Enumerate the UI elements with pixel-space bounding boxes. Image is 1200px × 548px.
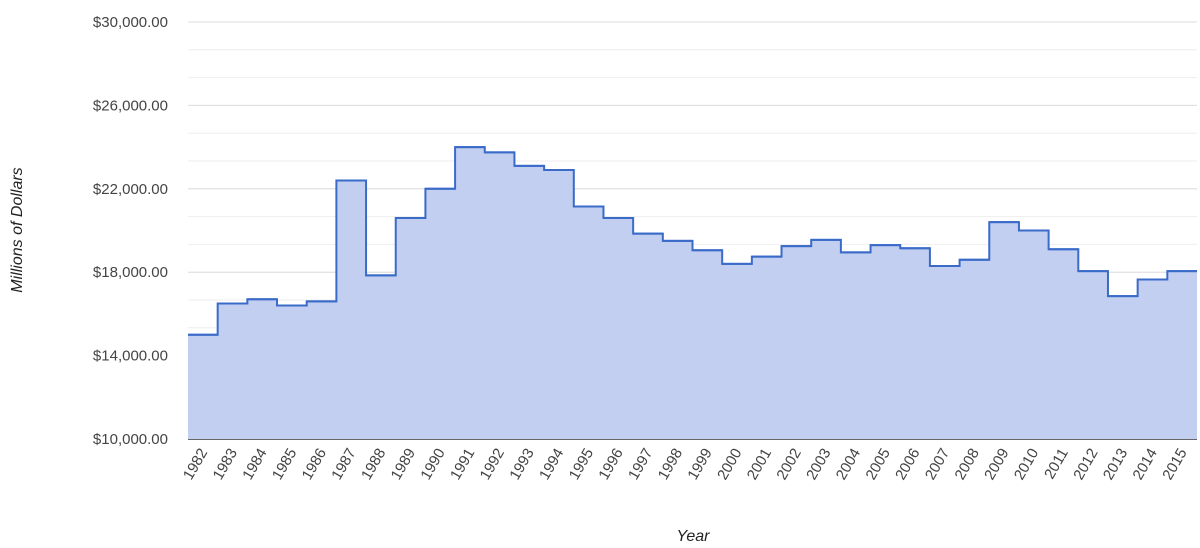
x-tick-label: 1991: [447, 446, 478, 483]
x-tick-label: 2015: [1159, 446, 1190, 483]
x-tick-label: 1990: [417, 446, 448, 483]
x-tick-label: 1983: [210, 446, 241, 483]
x-tick-label: 2000: [714, 446, 745, 483]
x-tick-label: 2010: [1011, 446, 1042, 483]
x-tick-label: 1985: [269, 446, 300, 483]
x-tick-label: 1992: [477, 445, 508, 482]
x-tick-label: 1988: [358, 446, 389, 483]
x-tick-label: 1986: [299, 446, 330, 483]
x-tick-label: 2011: [1041, 446, 1072, 482]
y-tick-label: $22,000.00: [93, 181, 168, 198]
x-tick-label: 2002: [773, 446, 804, 483]
x-tick-label: 2014: [1130, 446, 1161, 483]
series-step-line: [188, 146, 1197, 336]
x-tick-label: 1989: [388, 446, 419, 483]
x-tick-label: 1998: [655, 446, 686, 483]
x-axis-title: Year: [677, 528, 711, 545]
y-tick-label: $14,000.00: [93, 348, 168, 365]
y-tick-label: $18,000.00: [93, 264, 168, 281]
series-area: [188, 146, 1197, 439]
y-tick-label: $30,000.00: [93, 14, 168, 31]
series-area-fill: [188, 147, 1197, 439]
x-tick-label: 2008: [951, 446, 982, 483]
x-tick-label: 2004: [833, 446, 864, 483]
x-tick-label: 1994: [536, 446, 567, 483]
x-tick-label: 1987: [328, 446, 359, 483]
x-tick-label: 1995: [566, 446, 597, 483]
x-tick-label: 1996: [595, 446, 626, 483]
x-tick-label: 2005: [862, 446, 893, 483]
x-tick-label: 1984: [239, 446, 270, 483]
x-tick-label: 2001: [744, 446, 775, 483]
x-tick-label: 2012: [1070, 446, 1101, 483]
x-tick-label: 2003: [803, 446, 834, 483]
y-axis-title: Millions of Dollars: [9, 167, 26, 292]
x-tick-label: 1997: [625, 446, 656, 483]
x-tick-label: 2006: [892, 446, 923, 483]
x-tick-label: 2013: [1100, 446, 1131, 483]
x-tick-label: 1999: [684, 446, 715, 483]
x-tick-label: 1993: [506, 446, 537, 483]
x-axis: 1982198319841985198619871988198919901991…: [180, 445, 1191, 482]
y-axis: $10,000.00 $14,000.00 $18,000.00 $22,000.00…: [93, 14, 168, 448]
y-tick-label: $10,000.00: [93, 431, 168, 448]
x-tick-label: 1982: [180, 446, 211, 483]
y-tick-label: $26,000.00: [93, 97, 168, 114]
x-tick-label: 2007: [922, 446, 953, 483]
x-tick-label: 2009: [981, 446, 1012, 483]
